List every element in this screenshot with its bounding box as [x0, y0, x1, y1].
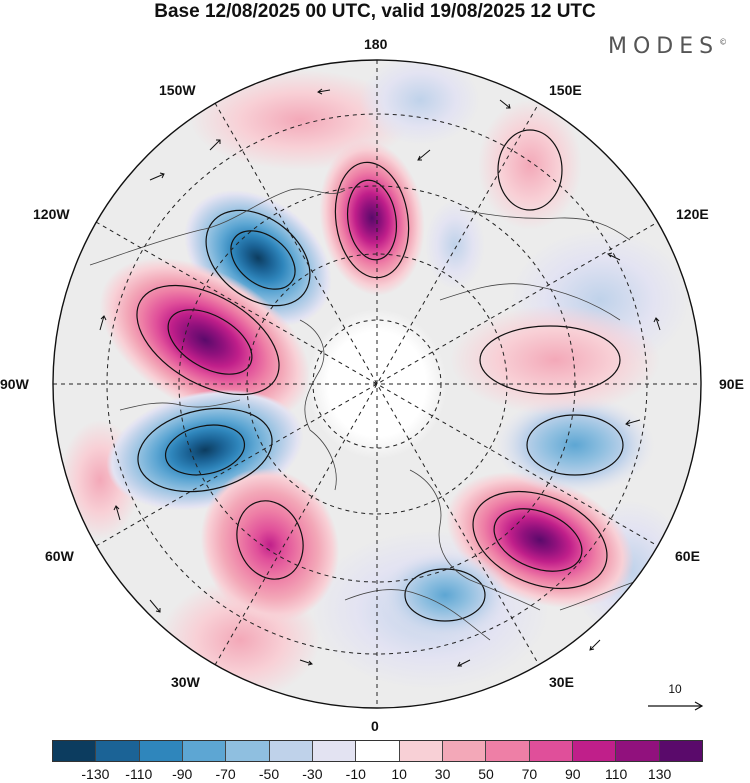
colorbar-tick-label: -70 — [215, 766, 236, 782]
colorbar-tick-label: 70 — [521, 766, 538, 782]
colorbar-bin — [356, 741, 400, 761]
colorbar-bin — [616, 741, 660, 761]
lon-label-90e: 90E — [719, 376, 744, 392]
graticule — [53, 60, 701, 708]
lon-label-180: 180 — [364, 36, 388, 52]
colorbar-bin — [226, 741, 270, 761]
colorbar-bin — [529, 741, 573, 761]
brand-mark: © — [719, 37, 728, 47]
lon-label-90w: 90W — [0, 376, 29, 392]
colorbar-bin — [182, 741, 227, 761]
colorbar-tick-label: -90 — [172, 766, 193, 782]
brand-logo: MODES© — [608, 34, 727, 59]
colorbar-bin — [399, 741, 443, 761]
coastlines — [89, 188, 641, 641]
lon-label-120w: 120W — [33, 206, 70, 222]
lon-label-60w: 60W — [45, 548, 74, 564]
colorbar-tick-label: -50 — [258, 766, 280, 782]
lon-label-120e: 120E — [676, 206, 709, 222]
brand-text: MODES — [608, 34, 720, 59]
lon-label-150e: 150E — [549, 82, 582, 98]
colorbar-bin — [269, 741, 313, 761]
reference-vector-label: 10 — [668, 682, 682, 696]
colorbar-bin — [139, 741, 183, 761]
colorbar-tick-label: 90 — [565, 766, 581, 782]
polar-map — [52, 59, 704, 711]
colorbar-tick-label: 50 — [478, 766, 494, 782]
lon-label-150w: 150W — [159, 82, 196, 98]
colorbar-tick-label: -30 — [302, 766, 323, 782]
lon-label-30e: 30E — [549, 674, 574, 690]
colorbar-bin — [486, 741, 530, 761]
map-boundary — [52, 59, 702, 709]
colorbar-bin — [442, 741, 487, 761]
colorbar — [52, 740, 703, 762]
wind-vectors — [99, 88, 661, 667]
colorbar-bin — [312, 741, 357, 761]
colorbar-tick-label: -130 — [81, 766, 110, 782]
reference-vector — [648, 701, 704, 711]
lon-label-60e: 60E — [675, 548, 700, 564]
colorbar-bin — [572, 741, 617, 761]
map-title: Base 12/08/2025 00 UTC, valid 19/08/2025… — [154, 1, 596, 22]
colorbar-tick-label: -10 — [345, 766, 366, 782]
colorbar-ticks: -130 -110 -90 -70 -50 -30 -10 10 30 50 70 90 110 130 — [52, 766, 703, 783]
colorbar-tick-label: 110 — [605, 766, 628, 782]
colorbar-bin — [96, 741, 140, 761]
colorbar-bin — [53, 741, 97, 761]
colorbar-tick-label: -110 — [125, 766, 153, 782]
colorbar-tick-label: 10 — [391, 766, 407, 782]
streamlines — [136, 129, 624, 622]
lon-label-0: 0 — [371, 718, 379, 734]
colorbar-tick-label: 30 — [434, 766, 451, 782]
lon-label-30w: 30W — [171, 674, 200, 690]
colorbar-bin — [659, 741, 702, 761]
colorbar-tick-label: 130 — [647, 766, 672, 782]
